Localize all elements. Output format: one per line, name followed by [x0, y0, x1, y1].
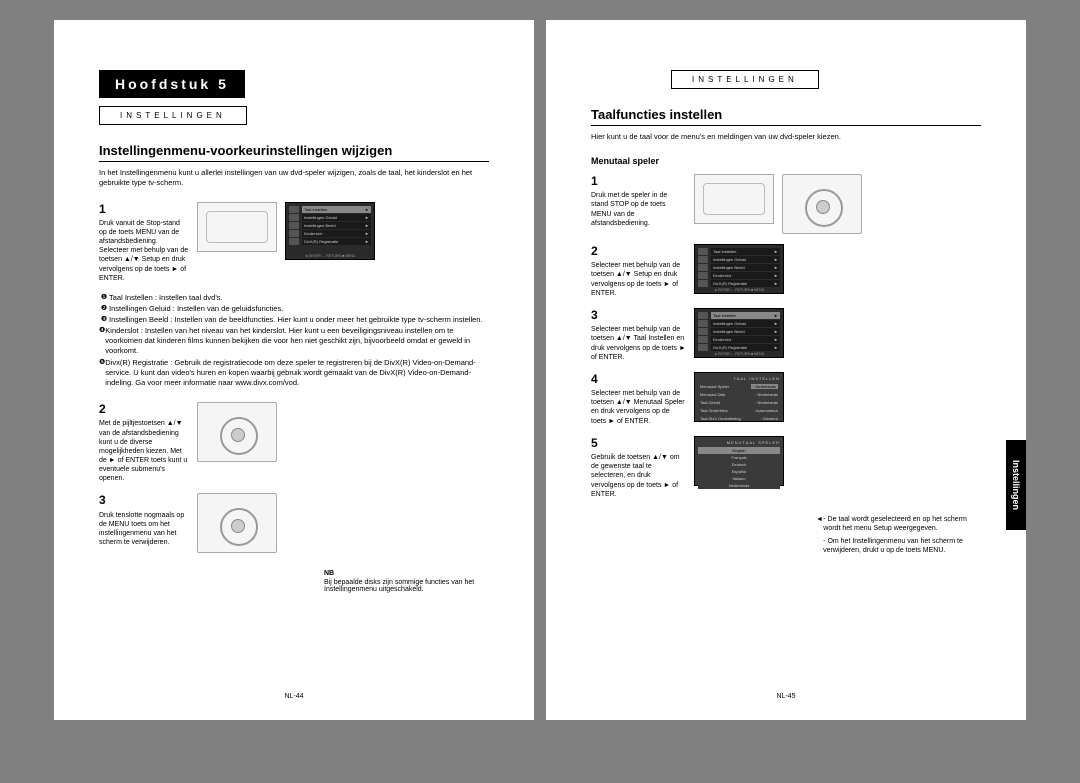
step-text: Druk vanuit de Stop-stand op de toets ME…	[99, 219, 189, 246]
remote-illustration	[197, 402, 277, 462]
page-number: NL-45	[776, 693, 795, 700]
step-text: Selecteer met behulp van de toetsen ▲/▼ …	[99, 246, 189, 282]
step-2: 2 Selecteer met behulp van de toetsen ▲/…	[591, 244, 981, 298]
page-left: Hoofdstuk 5 INSTELLINGEN Instellingenmen…	[54, 20, 534, 720]
step-1: 1 Druk vanuit de Stop-stand op de toets …	[99, 202, 489, 283]
section-tab: INSTELLINGEN	[99, 106, 247, 125]
step-5: 5 Gebruik de toetsen ▲/▼ om de gewenste …	[591, 436, 981, 499]
step-number: 3	[99, 493, 189, 509]
step-text: Druk met de speler in de stand STOP op d…	[591, 191, 686, 227]
definitions-list: ❶Taal Instellen : Instellen taal dvd's. …	[99, 293, 489, 388]
step-number: 2	[591, 244, 686, 260]
step-text: Druk tenslotte nogmaals op de MENU toets…	[99, 511, 189, 547]
step-number: 1	[591, 174, 686, 190]
step-number: 3	[591, 308, 686, 324]
side-tab: Instellingen	[1006, 440, 1026, 530]
step-text: Selecteer met behulp van de toetsen ▲/▼ …	[591, 389, 686, 425]
remote-illustration	[694, 174, 774, 224]
step-text: Selecteer met behulp van de toetsen ▲/▼ …	[591, 325, 686, 361]
step-3: 3 Selecteer met behulp van de toetsen ▲/…	[591, 308, 981, 362]
intro-text: Hier kunt u de taal voor de menu's en me…	[591, 132, 981, 142]
menu-screenshot: Taal Instellen► Instellingen Geluid► Ins…	[285, 202, 375, 260]
step-number: 1	[99, 202, 189, 218]
step-4: 4 Selecteer met behulp van de toetsen ▲/…	[591, 372, 981, 426]
menu-screenshot: TAAL INSTELLEN Menutaal Speler: Nederlan…	[694, 372, 784, 422]
page-right: INSTELLINGEN Taalfuncties instellen Hier…	[546, 20, 1026, 720]
page-title: Taalfuncties instellen	[591, 107, 981, 126]
menu-screenshot: Taal Instellen► Instellingen Geluid► Ins…	[694, 244, 784, 294]
side-notes: ◄- De taal wordt geselecteerd en op het …	[816, 515, 981, 559]
step-text: Met de pijltjestoetsen ▲/▼ van de afstan…	[99, 419, 189, 483]
remote-illustration	[197, 202, 277, 252]
step-2: 2 Met de pijltjestoetsen ▲/▼ van de afst…	[99, 402, 489, 483]
subheading: Menutaal speler	[591, 156, 981, 166]
intro-text: In het Instellingenmenu kunt u allerlei …	[99, 168, 489, 188]
menu-screenshot: Taal Instellen► Instellingen Geluid► Ins…	[694, 308, 784, 358]
page-spread: Hoofdstuk 5 INSTELLINGEN Instellingenmen…	[54, 20, 1026, 720]
step-number: 4	[591, 372, 686, 388]
page-title: Instellingenmenu-voorkeurinstellingen wi…	[99, 143, 489, 162]
step-text: Gebruik de toetsen ▲/▼ om de gewenste ta…	[591, 453, 686, 498]
step-number: 2	[99, 402, 189, 418]
note-block: NB Bij bepaalde disks zijn sommige funct…	[324, 570, 494, 593]
section-tab: INSTELLINGEN	[671, 70, 819, 89]
remote-illustration	[782, 174, 862, 234]
remote-illustration	[197, 493, 277, 553]
step-3: 3 Druk tenslotte nogmaals op de MENU toe…	[99, 493, 489, 553]
step-number: 5	[591, 436, 686, 452]
step-1: 1 Druk met de speler in de stand STOP op…	[591, 174, 981, 234]
menu-screenshot: MENUTAAL SPELER English Français Deutsch…	[694, 436, 784, 486]
chapter-heading: Hoofdstuk 5	[99, 70, 245, 98]
page-number: NL-44	[284, 693, 303, 700]
step-text: Selecteer met behulp van de toetsen ▲/▼ …	[591, 261, 686, 297]
